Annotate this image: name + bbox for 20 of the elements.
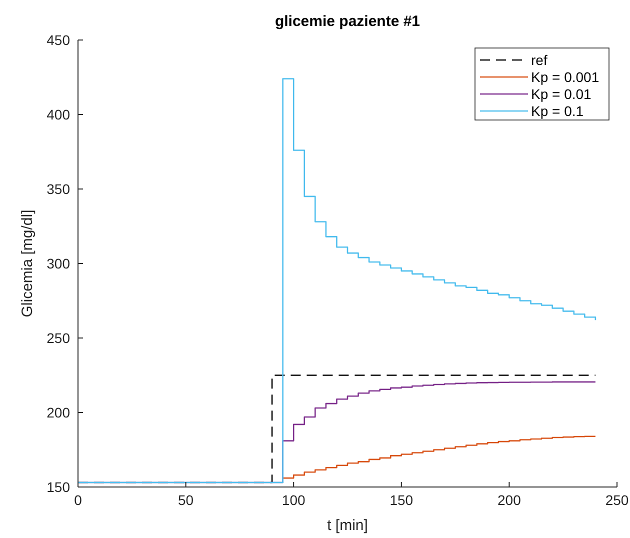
y-tick-label: 150: [46, 479, 70, 495]
x-tick-label: 250: [605, 492, 629, 508]
chart-title: glicemie paziente #1: [274, 13, 420, 30]
y-tick-label: 400: [46, 106, 70, 122]
legend-label: Kp = 0.001: [531, 69, 600, 85]
x-tick-label: 50: [178, 492, 194, 508]
y-tick-label: 300: [46, 256, 70, 272]
y-tick-label: 450: [46, 32, 70, 48]
legend-label: Kp = 0.1: [531, 103, 584, 119]
y-tick-label: 200: [46, 404, 70, 420]
x-tick-label: 0: [74, 492, 82, 508]
x-tick-label: 200: [498, 492, 522, 508]
y-tick-label: 250: [46, 330, 70, 346]
x-tick-label: 150: [390, 492, 414, 508]
y-axis-title: Glicemia [mg/dl]: [19, 210, 36, 318]
x-axis-title: t [min]: [327, 517, 368, 534]
legend-label: Kp = 0.01: [531, 86, 592, 102]
legend-label: ref: [531, 52, 548, 68]
x-tick-label: 100: [282, 492, 306, 508]
y-tick-label: 350: [46, 181, 70, 197]
